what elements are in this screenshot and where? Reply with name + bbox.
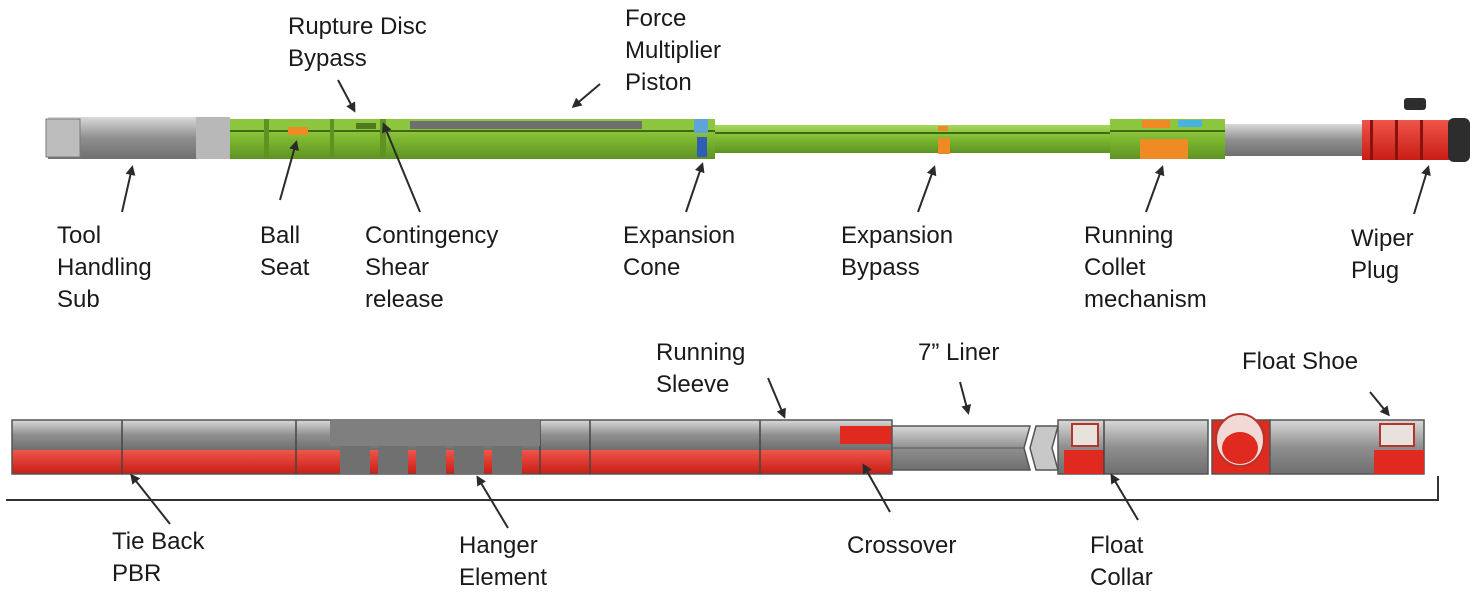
tool-handling-sub-collar [196, 117, 230, 159]
collet-to-plug-gray [1225, 124, 1365, 156]
label-expansion-bypass: Expansion Bypass [841, 222, 954, 281]
hanger-element-block [454, 446, 484, 474]
wiper-plug-nose [1448, 118, 1470, 162]
ball-seat-detail [288, 127, 308, 135]
expansion-bypass-marker [938, 138, 950, 154]
running-collet-marker [1140, 139, 1188, 159]
top-running-tool [45, 98, 1470, 162]
hanger-element-block [340, 446, 370, 474]
tool-handling-sub-end [45, 118, 81, 158]
label-7in-liner: 7” Liner [918, 339, 1000, 366]
wiper-plug-body [1362, 120, 1452, 160]
label-tool-handling-sub: Tool Handling Sub [57, 222, 152, 313]
force-multiplier-strip [410, 121, 642, 129]
label-force-multiplier-piston: Force Multiplier Piston [625, 5, 722, 96]
label-ball-seat: Ball Seat [260, 222, 310, 281]
label-wiper-plug: Wiper Plug [1351, 225, 1414, 284]
bottom-liner-assembly [6, 413, 1439, 501]
label-float-shoe: Float Shoe [1242, 348, 1359, 375]
label-tie-back-pbr: Tie Back PBR [112, 528, 205, 587]
crossover-red-band [840, 426, 892, 444]
float-collar-red [1064, 450, 1104, 474]
label-rupture-disc-bypass: Rupture Disc Bypass [288, 13, 427, 72]
label-float-collar: Float Collar [1090, 532, 1153, 591]
label-running-sleeve: Running Sleeve [656, 339, 746, 398]
baseline-bracket [6, 476, 1439, 501]
bottom-leader-lines [130, 377, 1390, 529]
hanger-element-block [416, 446, 446, 474]
label-hanger-element: Hanger Element [459, 532, 548, 591]
wiper-plug-top-tip [1404, 98, 1426, 110]
expansion-cone-marker [697, 137, 707, 157]
float-shoe-red [1374, 450, 1424, 474]
label-crossover: Crossover [847, 532, 957, 559]
green-mandrel [715, 125, 1110, 153]
hanger-element-block [378, 446, 408, 474]
hanger-element-block [492, 446, 522, 474]
label-contingency-shear-release: Contingency Shear release [365, 222, 499, 313]
label-running-collet-mechanism: Running Collet mechanism [1084, 222, 1207, 313]
pbr-lower-red [12, 450, 892, 474]
top-leader-lines [121, 79, 1431, 215]
label-expansion-cone: Expansion Cone [623, 222, 736, 281]
